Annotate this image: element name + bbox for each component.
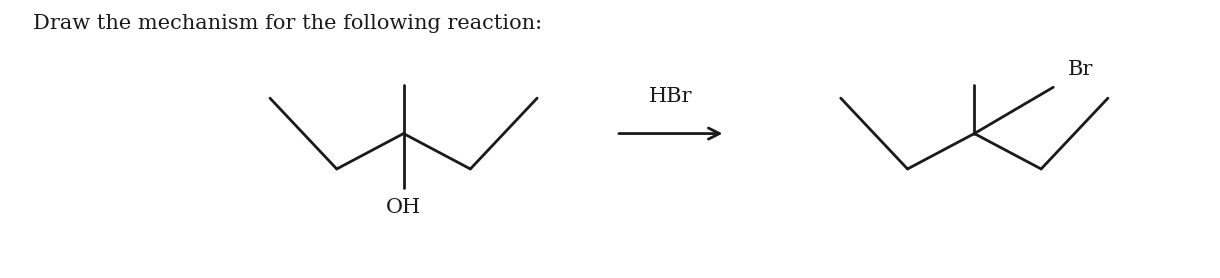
Text: OH: OH — [386, 198, 421, 217]
Text: HBr: HBr — [649, 87, 693, 106]
Text: Br: Br — [1068, 60, 1093, 79]
Text: Draw the mechanism for the following reaction:: Draw the mechanism for the following rea… — [33, 14, 542, 33]
